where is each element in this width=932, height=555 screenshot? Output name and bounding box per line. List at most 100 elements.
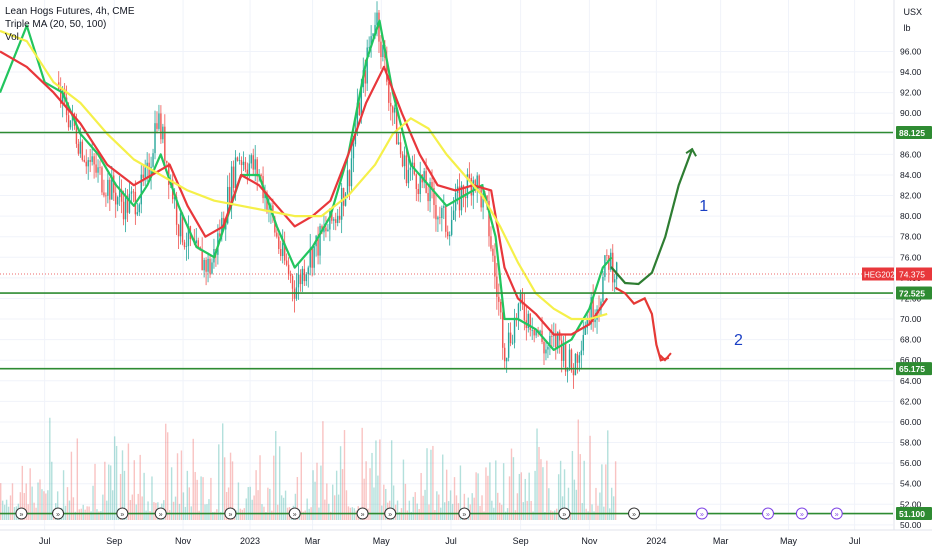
candle-body (138, 204, 140, 213)
volume-bar (31, 486, 33, 520)
scenario-drawings[interactable]: 12 (610, 147, 743, 362)
time-tick-label: Jul (39, 536, 51, 546)
candle-body (529, 313, 531, 330)
event-icon (15, 507, 28, 520)
candle-body (566, 367, 569, 372)
volume-bar (530, 500, 532, 520)
horizontal-levels[interactable] (0, 131, 893, 515)
candle-body (572, 370, 575, 376)
time-tick-label: Mar (713, 536, 729, 546)
candle-body (301, 268, 304, 285)
volume-bar (500, 504, 503, 520)
candle-body (523, 304, 526, 321)
volume-bar (278, 446, 281, 520)
volume-bar (418, 508, 420, 520)
moving-averages (0, 19, 613, 351)
legend-indicator[interactable]: Triple MA (20, 50, 100) (5, 19, 107, 30)
volume-bar (180, 450, 183, 520)
volume-bar (436, 491, 438, 520)
volume-bar (614, 461, 617, 520)
price-tick-label: 58.00 (900, 438, 922, 448)
candle-body (187, 226, 190, 247)
candle-body (120, 189, 123, 202)
candle-body (61, 88, 64, 104)
volume-bar (504, 511, 507, 520)
candle-body (431, 182, 433, 189)
candle-body (201, 250, 203, 271)
volume-bar (143, 472, 145, 520)
candle-body (478, 175, 480, 186)
event-icon-glyph: » (159, 512, 163, 519)
price-tick-label: 80.00 (900, 211, 922, 221)
candle-body (502, 312, 504, 348)
candle-body (480, 185, 482, 208)
candle-body (580, 350, 583, 356)
volume-bar (275, 430, 277, 520)
candle-body (376, 12, 378, 26)
currency-unit-box[interactable]: USX lb (903, 4, 922, 36)
volume-bar (218, 444, 220, 520)
candle-body (582, 334, 584, 351)
candle-body (433, 188, 435, 206)
candle-body (116, 197, 119, 205)
time-tick-label: 2023 (240, 536, 260, 546)
volume-bar (404, 483, 407, 520)
volume-bar (390, 440, 393, 520)
candle-body (486, 195, 488, 201)
volume-bar (225, 491, 228, 520)
event-icon-glyph: » (462, 512, 466, 519)
candle-body (232, 166, 235, 189)
candle-body (588, 318, 590, 325)
volume-bar (255, 470, 257, 520)
volume-bar (328, 503, 330, 520)
volume-bar (151, 476, 153, 520)
price-axis[interactable]: 50.00 52.00 54.00 56.00 58.00 60.00 62.00 64.00… (862, 0, 932, 550)
candle-body (555, 333, 557, 348)
candle-body (124, 195, 127, 220)
candle-body (547, 346, 549, 350)
time-axis[interactable]: Jul Sep Nov 2023 Mar May Jul Sep Nov 2024 Mar May Ju… (0, 529, 932, 550)
candle-body (195, 240, 197, 244)
candle-body (144, 167, 146, 178)
volume-bar (607, 430, 609, 520)
scenario-label-one: 1 (699, 198, 708, 215)
candle-body (417, 188, 419, 195)
candle-body (250, 155, 252, 164)
volume-bar (239, 508, 242, 520)
volume-bar (420, 472, 422, 520)
candle-body (87, 160, 89, 167)
candle-body (403, 155, 406, 167)
volume-bar (324, 499, 326, 520)
time-tick-label: May (780, 536, 798, 546)
volume-bar (457, 503, 460, 520)
volume-bar (145, 510, 147, 520)
candle-body (445, 206, 447, 232)
volume-bar (306, 498, 308, 520)
volume-bar (51, 461, 53, 520)
volume-bar (371, 452, 373, 520)
legend-title[interactable]: Lean Hogs Futures, 4h, CME (5, 6, 135, 17)
volume-bar (563, 469, 566, 520)
event-icons[interactable]: » » » » » » » » » » » » » » » (15, 507, 843, 520)
candle-body (146, 162, 148, 168)
volume-bar (326, 483, 328, 520)
candle-body (319, 226, 321, 256)
legend-volume[interactable]: Vol (5, 32, 19, 43)
candle-body (197, 240, 199, 248)
candle-body (81, 141, 84, 160)
candle-body (513, 317, 516, 343)
candle-body (287, 264, 290, 275)
volume-bar (11, 483, 14, 520)
candle-body (557, 331, 559, 348)
event-icon-glyph: » (835, 512, 839, 519)
candle-body (496, 276, 498, 297)
candle-body (126, 195, 129, 213)
price-tick-label: 92.00 (900, 88, 922, 98)
volume-bar (208, 499, 210, 520)
candle-body (97, 167, 99, 173)
candle-body (441, 207, 443, 219)
candle-body (148, 162, 150, 178)
candle-body (83, 159, 85, 162)
